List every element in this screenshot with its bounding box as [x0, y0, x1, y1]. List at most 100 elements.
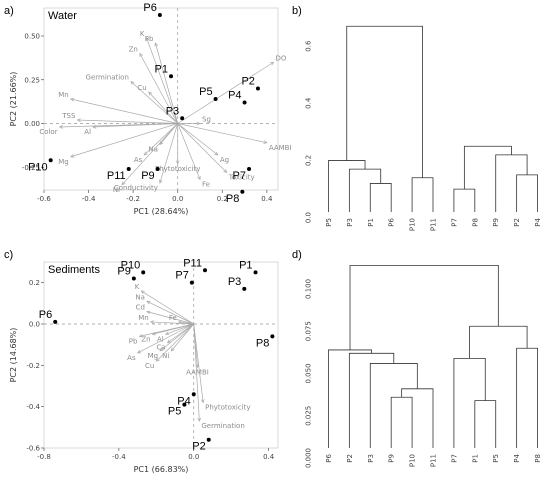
dendrogram-link — [369, 363, 418, 448]
loading-arrowhead — [92, 125, 97, 129]
x-tick-label: -0.6 — [37, 195, 51, 203]
dendrogram-link — [328, 349, 372, 448]
loading-label: Cu — [145, 362, 154, 370]
loading-label: Pb — [129, 337, 138, 345]
loading-arrowhead — [121, 181, 126, 186]
sample-label: P10 — [121, 259, 141, 271]
loading-arrowhead — [146, 300, 151, 305]
loading-arrowhead — [214, 151, 219, 156]
sample-point — [182, 402, 187, 407]
loading-label: DO — [276, 54, 287, 62]
sample-label: P1 — [155, 63, 168, 75]
dendrogram-link — [328, 160, 366, 212]
dendrogram-link — [469, 325, 528, 359]
loading-label: Al — [84, 128, 91, 136]
y-axis-label: PC2 (21.66%) — [9, 72, 18, 127]
dendrogram-link — [516, 347, 538, 448]
y-tick-label: 0.2 — [305, 155, 313, 166]
loading-arrow — [177, 123, 227, 173]
sample-label: P9 — [141, 170, 154, 182]
loading-label: Zn — [141, 335, 150, 343]
loading-arrowhead — [158, 179, 163, 184]
x-tick-label: 0.0 — [172, 195, 183, 203]
dendrogram-link — [346, 25, 423, 178]
loading-arrowhead — [263, 140, 268, 144]
y-tick-label: 0.100 — [305, 279, 313, 299]
dendrogram-link — [369, 183, 392, 212]
panel-letter-a: a) — [4, 5, 14, 17]
dendrogram-link — [349, 264, 499, 350]
sample-point — [180, 116, 185, 121]
sample-point — [126, 167, 131, 171]
loading-arrowhead — [170, 347, 175, 352]
leaf-label: P9 — [388, 454, 396, 463]
loading-arrow — [177, 61, 274, 124]
loading-arrow — [70, 123, 178, 158]
pca-panel-c: -0.8 -0.4 0.0 0.4 -0.6 -0.4 -0.2 0.0 0.2 PC1 (66.… — [9, 257, 279, 474]
sample-point — [141, 270, 146, 275]
sample-point — [169, 74, 174, 79]
leaf-label: P5 — [325, 218, 333, 227]
loading-label: Germination — [86, 74, 129, 82]
sample-label: P4 — [228, 90, 241, 102]
y-tick-label: -0.6 — [26, 445, 40, 453]
loading-arrowhead — [166, 339, 172, 344]
loading-arrow — [130, 81, 178, 124]
sample-label: P3 — [228, 276, 241, 288]
loading-label: Ag — [220, 156, 229, 164]
loading-arrow — [141, 290, 194, 325]
sample-label: P3 — [166, 105, 179, 117]
y-tick-label: 0.50 — [24, 33, 40, 41]
loading-label: Cu — [137, 84, 146, 92]
loading-label: K — [135, 283, 140, 291]
loading-arrow — [77, 119, 178, 124]
leaf-label: P3 — [367, 454, 375, 463]
leaf-label: P7 — [450, 218, 458, 227]
sample-point — [255, 86, 260, 91]
loading-label: Germination — [201, 422, 244, 430]
loading-arrowhead — [139, 52, 143, 58]
y-tick-label: -0.4 — [26, 403, 40, 411]
leaf-label: P5 — [492, 454, 500, 463]
sample-label: P11 — [183, 257, 202, 269]
loading-label: Na — [148, 146, 158, 154]
y-tick-label: -0.2 — [26, 362, 40, 370]
dendrogram-panel-d: 0.000 0.025 0.050 0.075 0.100 P6 P2 P3 P9 P10 P11 P… — [305, 264, 542, 468]
y-tick-label: 0.050 — [305, 363, 313, 383]
loading-arrowhead — [197, 417, 202, 422]
loading-arrow — [150, 321, 194, 325]
dendrogram-link — [453, 188, 476, 212]
x-tick-label: -0.8 — [37, 453, 51, 461]
leaf-label: P1 — [471, 454, 479, 463]
loading-arrow — [137, 323, 194, 354]
leaf-label: P9 — [492, 218, 500, 227]
loading-arrowhead — [149, 320, 155, 324]
loading-arrowhead — [155, 357, 160, 362]
leaf-label: P6 — [325, 453, 333, 462]
sample-label: P11 — [107, 170, 126, 182]
loading-label: TSS — [61, 112, 76, 120]
sample-label: P5 — [199, 86, 212, 98]
loading-arrow — [165, 323, 194, 335]
loading-arrow — [146, 37, 179, 124]
sample-label: P4 — [177, 395, 190, 407]
dendrogram-link — [348, 352, 395, 448]
x-tick-label: 0.0 — [188, 453, 199, 461]
loading-arrowhead — [69, 154, 75, 158]
sample-point — [242, 286, 247, 291]
sample-point — [240, 189, 245, 194]
dendrogram-link — [516, 174, 538, 212]
loading-label: Mg — [148, 352, 158, 360]
loading-label: As — [134, 156, 143, 164]
loading-label: Color — [39, 128, 57, 136]
loading-label: Ca — [156, 344, 165, 352]
x-tick-label: 0.4 — [263, 453, 275, 461]
sample-label: P6 — [143, 2, 156, 14]
loading-arrowhead — [130, 80, 135, 85]
loading-arrow — [177, 123, 267, 144]
loading-label: Na — [135, 293, 145, 301]
sample-point — [189, 280, 194, 285]
plot-area — [43, 7, 279, 191]
y-tick-label: 0.2 — [29, 279, 40, 287]
